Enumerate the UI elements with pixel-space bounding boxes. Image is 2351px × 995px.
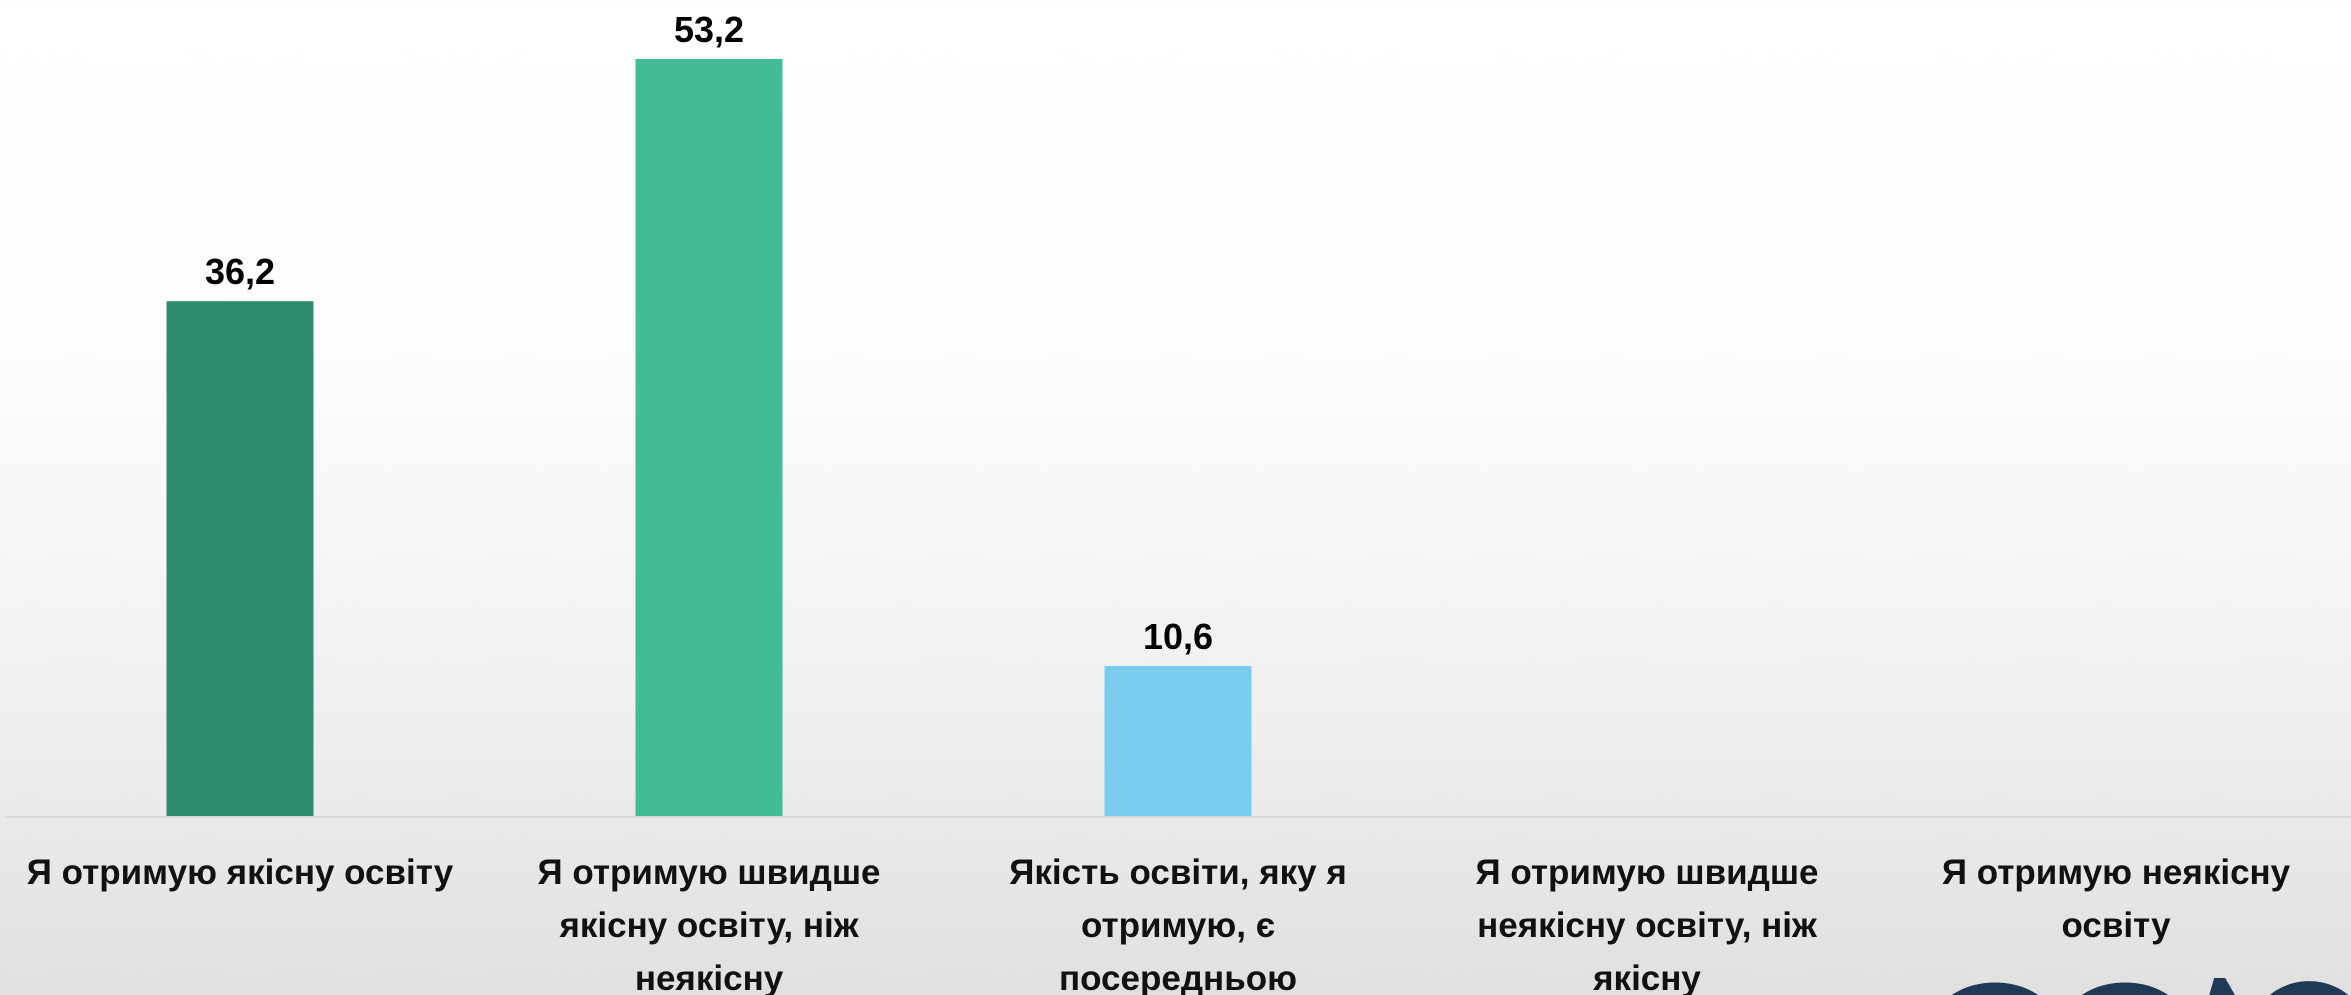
bar-value-label-2: 53,2	[674, 9, 744, 50]
bar-value-label-3: 10,6	[1143, 616, 1213, 657]
logo-icon	[1952, 978, 2349, 995]
bar-1	[166, 301, 314, 818]
category-label-2: Я отримую швидше якісну освіту, ніж неяк…	[537, 853, 881, 995]
logo-fragment	[1920, 978, 2351, 995]
category-label-5: Я отримую неякісну освіту	[1941, 853, 2291, 945]
category-label-1: Я отримую якісну освіту	[26, 853, 454, 892]
bar-3	[1104, 665, 1252, 817]
value-labels-layer: 36,2 53,2 10,6	[205, 9, 1213, 657]
bars-layer	[166, 59, 1252, 818]
bar-value-label-1: 36,2	[205, 251, 275, 292]
category-label-3: Якість освіти, яку я отримую, є посередн…	[1009, 853, 1347, 995]
bar-2	[635, 59, 783, 817]
category-label-4: Я отримую швидше неякісну освіту, ніж як…	[1475, 853, 1819, 995]
